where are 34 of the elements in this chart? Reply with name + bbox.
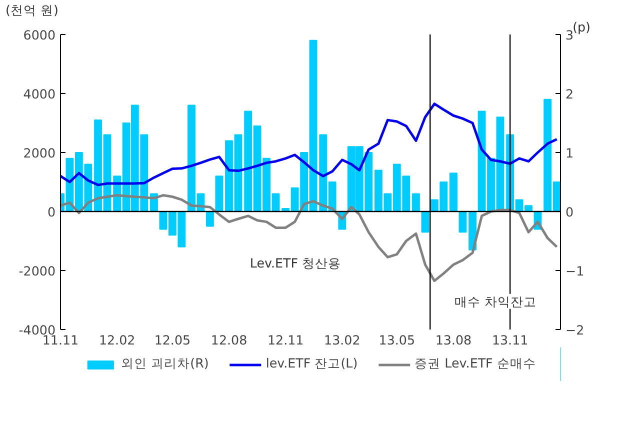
bar [206, 211, 214, 227]
legend-label: 외인 괴리차(R) [121, 356, 209, 372]
x-tick-label: 12.02 [98, 332, 136, 348]
x-tick-label: 13.05 [378, 332, 416, 348]
annotation: Lev.ETF 청산용 [250, 256, 342, 270]
y2-axis-title: (p) [572, 20, 591, 34]
legend-label: lev.ETF 잔고(L) [266, 356, 358, 372]
y-tick-label: 2000 [23, 146, 56, 160]
y-tick-label: 6000 [23, 28, 56, 42]
line-series [60, 102, 558, 186]
legend-label: 증권 Lev.ETF 순매수 [414, 356, 536, 372]
bar [412, 193, 420, 212]
x-tick-label: 13.08 [435, 332, 472, 348]
y-tick-label: 4000 [23, 86, 56, 102]
line-series [60, 194, 558, 282]
x-tick-label: 12.08 [210, 332, 248, 348]
bar [215, 176, 224, 212]
y2-tick-label: −1 [566, 264, 584, 278]
bar [458, 211, 467, 233]
y2-tick-label: −2 [566, 322, 584, 338]
bar [450, 172, 458, 212]
y2-tick-label: 0 [566, 204, 574, 220]
y2-tick-label: 2 [566, 86, 574, 102]
y2-tick-label: 1 [566, 146, 574, 160]
x-tick-label: 13.02 [324, 332, 360, 348]
bar [421, 211, 430, 233]
y2-tick-label: 3 [566, 28, 574, 42]
x-tick-label: 12.05 [154, 332, 191, 348]
y-axis-title: (천억 원) [6, 2, 58, 18]
y-tick-label: 0 [47, 204, 56, 220]
y-tick-label: -2000 [18, 264, 56, 278]
x-tick-label: 12.11 [267, 332, 304, 348]
annotation: 매수 차익잔고 [454, 294, 537, 309]
x-tick-label: 13.11 [492, 332, 528, 348]
